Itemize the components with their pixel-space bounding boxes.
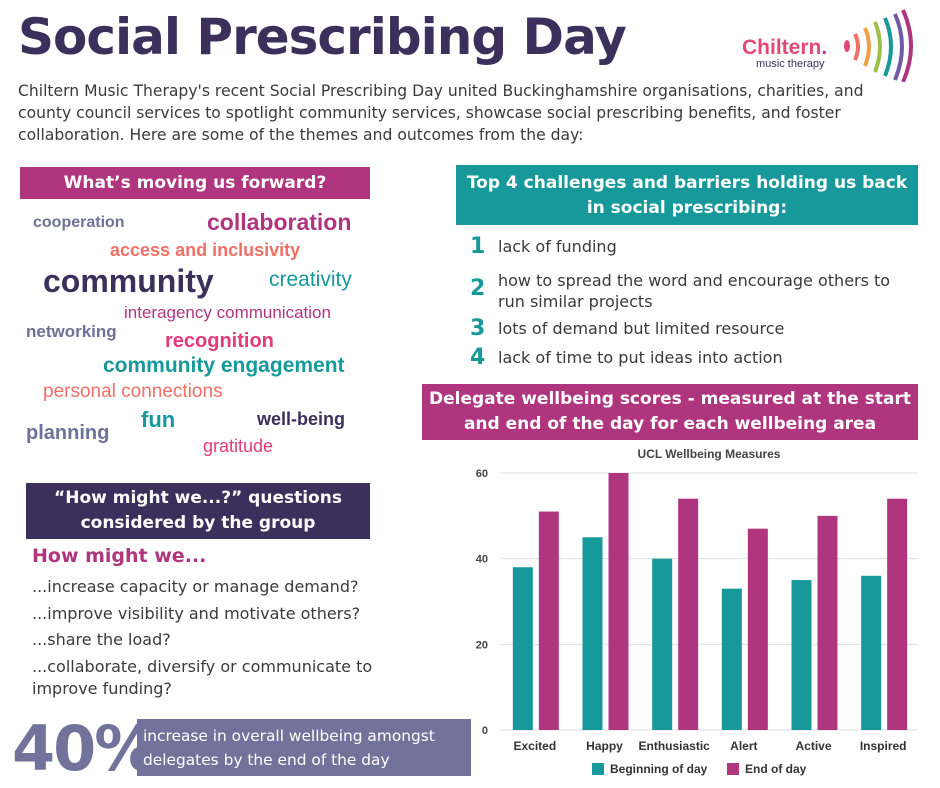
word-fun: fun (141, 407, 176, 432)
intro-text: Chiltern Music Therapy's recent Social P… (18, 82, 864, 144)
bar-active-beginning (791, 580, 812, 730)
word-recognition: recognition (165, 330, 274, 352)
chiltern-logo: Chiltern. music therapy (742, 6, 922, 82)
word-community: community (43, 263, 214, 299)
page-title: Social Prescribing Day (18, 8, 627, 66)
challenge-number: 3 (470, 316, 486, 341)
word-planning: planning (26, 422, 110, 444)
bar-enthusiastic-end (678, 498, 699, 730)
moving-forward-heading: What’s moving us forward? (20, 167, 370, 199)
bar-happy-end (608, 473, 629, 730)
x-tick-label: Enthusiastic (638, 739, 710, 753)
word-gratitude: gratitude (203, 436, 274, 456)
challenge-number: 1 (470, 234, 486, 259)
how-might-we-heading: “How might we...?” questions considered … (26, 483, 370, 539)
chart-title: UCL Wellbeing Measures (638, 447, 781, 461)
bar-excited-beginning (512, 567, 533, 730)
bar-alert-end (747, 528, 768, 730)
bar-enthusiastic-beginning (652, 558, 673, 730)
challenge-number: 4 (470, 345, 486, 370)
x-tick-label: Inspired (860, 739, 907, 753)
how-might-we-lead: How might we... (32, 545, 207, 567)
word-interagency-communication: interagency communication (124, 303, 331, 322)
y-tick-label: 0 (482, 725, 488, 737)
word-access-and-inclusivity: access and inclusivity (110, 240, 301, 260)
legend-label: Beginning of day (610, 762, 708, 776)
word-collaboration: collaboration (207, 209, 352, 235)
word-well-being: well-being (257, 409, 346, 429)
word-creativity: creativity (269, 268, 352, 291)
bar-excited-end (538, 511, 559, 730)
challenges-heading: Top 4 challenges and barriers holding us… (456, 165, 918, 225)
challenge-text: lack of funding (498, 237, 617, 256)
word-cooperation: cooperation (33, 214, 125, 231)
y-tick-label: 60 (476, 468, 488, 480)
wellbeing-heading: Delegate wellbeing scores - measured at … (422, 384, 918, 440)
question-item: ...increase capacity or manage demand? (32, 577, 359, 596)
bar-inspired-beginning (861, 575, 882, 730)
legend-swatch (592, 763, 604, 775)
x-tick-label: Active (795, 739, 831, 753)
stat-text: increase in overall wellbeing amongst de… (137, 719, 471, 776)
challenge-number: 2 (470, 276, 486, 301)
legend-swatch (727, 763, 739, 775)
wellbeing-bar-chart: UCL Wellbeing Measures 0 20 40 60 Excited Happ… (476, 447, 918, 776)
stat-value: 40% (12, 712, 156, 785)
word-personal-connections: personal connections (43, 381, 223, 402)
challenge-text: how to spread the word and encourage oth… (498, 271, 891, 311)
x-tick-label: Alert (730, 739, 757, 753)
bar-alert-beginning (721, 588, 742, 730)
logo-name: Chiltern. (742, 36, 827, 60)
word-community-engagement: community engagement (103, 354, 345, 377)
x-tick-label: Excited (513, 739, 556, 753)
bar-happy-beginning (582, 537, 603, 730)
x-tick-label: Happy (586, 739, 623, 753)
logo-name-text: Chiltern (742, 36, 822, 59)
bar-active-end (817, 515, 838, 730)
question-item: ...improve visibility and motivate other… (32, 604, 361, 623)
logo-dot: . (821, 36, 828, 59)
y-tick-label: 20 (476, 639, 488, 651)
logo-subtitle: music therapy (756, 58, 825, 70)
sound-wave-icon (844, 9, 913, 82)
bar-inspired-end (887, 498, 908, 730)
word-networking: networking (26, 322, 117, 341)
challenge-text: lots of demand but limited resource (498, 319, 785, 338)
challenge-text: lack of time to put ideas into action (498, 348, 783, 367)
y-tick-label: 40 (476, 554, 488, 566)
legend-label: End of day (745, 762, 807, 776)
question-item: ...collaborate, diversify or communicate… (32, 657, 373, 698)
question-item: ...share the load? (32, 630, 171, 649)
